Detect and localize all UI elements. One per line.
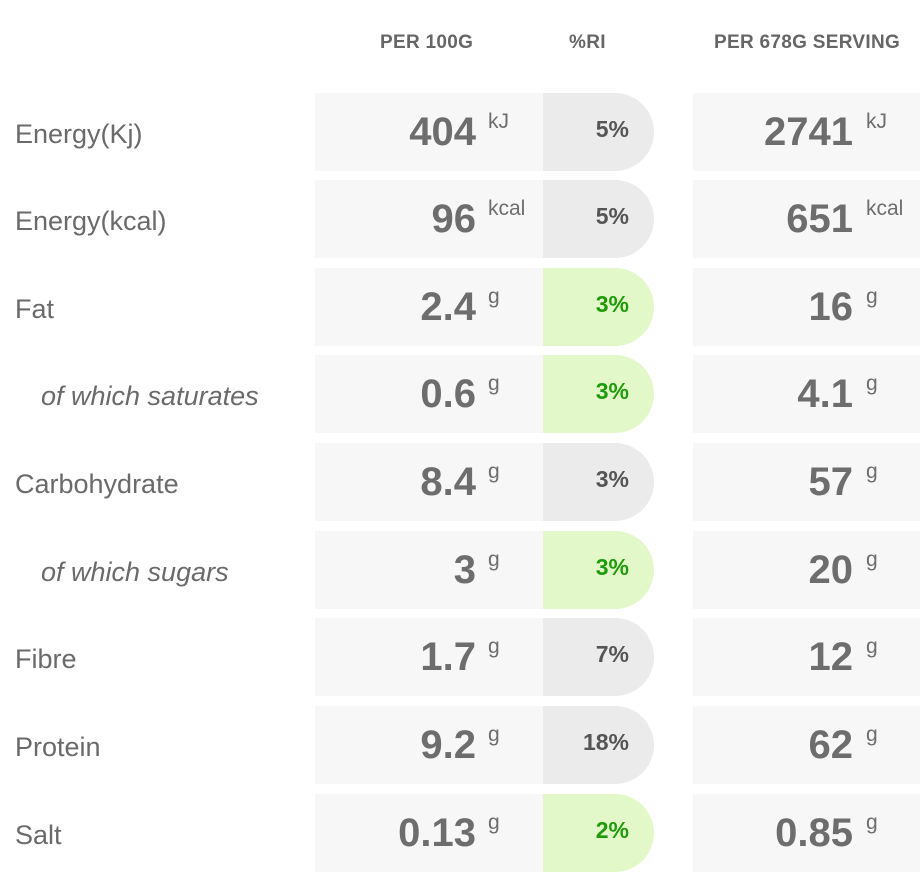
per-100g-value: 2.4 [420, 268, 476, 346]
ri-cell: 5% [543, 93, 654, 171]
per-serving-unit: g [866, 723, 878, 747]
ri-cell: 3% [543, 268, 654, 346]
per-100g-value: 3 [454, 531, 476, 609]
per-serving-value: 12 [809, 618, 854, 696]
per-100g-cell: 3 g [315, 531, 543, 609]
ri-value: 3% [543, 355, 629, 433]
nutrient-label: Salt [15, 794, 62, 872]
per-100g-unit: g [488, 285, 500, 309]
per-100g-unit: g [488, 723, 500, 747]
per-serving-cell: 651 kcal [693, 180, 920, 258]
per-serving-unit: g [866, 811, 878, 835]
header-per-100g: PER 100G [380, 32, 473, 54]
nutrient-label: of which saturates [41, 355, 259, 433]
per-serving-unit: g [866, 372, 878, 396]
table-row: Salt 0.13 g 2% 0.85 g [0, 794, 920, 872]
nutrient-label: Energy(kcal) [15, 180, 167, 258]
ri-value: 3% [543, 443, 629, 521]
ri-value: 18% [543, 706, 629, 784]
per-serving-unit: g [866, 548, 878, 572]
per-serving-cell: 62 g [693, 706, 920, 784]
per-100g-value: 96 [432, 180, 477, 258]
per-100g-cell: 8.4 g [315, 443, 543, 521]
nutrient-label: Fat [15, 268, 54, 346]
per-100g-cell: 2.4 g [315, 268, 543, 346]
per-100g-cell: 0.6 g [315, 355, 543, 433]
per-100g-cell: 9.2 g [315, 706, 543, 784]
per-serving-cell: 20 g [693, 531, 920, 609]
header-ri: %RI [569, 32, 606, 54]
per-100g-unit: g [488, 548, 500, 572]
per-100g-unit: kcal [488, 197, 525, 221]
per-serving-unit: g [866, 285, 878, 309]
per-serving-unit: kcal [866, 197, 903, 221]
nutrient-label: Carbohydrate [15, 443, 179, 521]
per-serving-unit: g [866, 460, 878, 484]
per-100g-value: 8.4 [420, 443, 476, 521]
nutrient-label: of which sugars [41, 531, 229, 609]
per-100g-cell: 1.7 g [315, 618, 543, 696]
ri-value: 7% [543, 618, 629, 696]
ri-cell: 18% [543, 706, 654, 784]
ri-cell: 3% [543, 531, 654, 609]
per-100g-cell: 404 kJ [315, 93, 543, 171]
per-100g-value: 9.2 [420, 706, 476, 784]
table-row: Protein 9.2 g 18% 62 g [0, 706, 920, 784]
nutrient-label: Protein [15, 706, 101, 784]
per-serving-value: 2741 [764, 93, 853, 171]
ri-cell: 3% [543, 355, 654, 433]
ri-cell: 3% [543, 443, 654, 521]
nutrient-label: Fibre [15, 618, 77, 696]
ri-cell: 5% [543, 180, 654, 258]
per-serving-value: 57 [809, 443, 854, 521]
per-100g-value: 1.7 [420, 618, 476, 696]
per-serving-value: 0.85 [775, 794, 853, 872]
table-row: Energy(kcal) 96 kcal 5% 651 kcal [0, 180, 920, 258]
ri-value: 5% [543, 93, 629, 171]
per-100g-unit: g [488, 811, 500, 835]
per-serving-value: 16 [809, 268, 854, 346]
per-serving-cell: 57 g [693, 443, 920, 521]
per-serving-value: 20 [809, 531, 854, 609]
per-serving-unit: g [866, 635, 878, 659]
ri-cell: 2% [543, 794, 654, 872]
per-100g-cell: 0.13 g [315, 794, 543, 872]
per-100g-value: 404 [409, 93, 476, 171]
per-100g-cell: 96 kcal [315, 180, 543, 258]
table-row: of which sugars 3 g 3% 20 g [0, 531, 920, 609]
ri-value: 3% [543, 531, 629, 609]
per-serving-value: 4.1 [797, 355, 853, 433]
per-serving-cell: 12 g [693, 618, 920, 696]
ri-value: 2% [543, 794, 629, 872]
ri-value: 5% [543, 180, 629, 258]
per-serving-value: 62 [809, 706, 854, 784]
table-row: Fat 2.4 g 3% 16 g [0, 268, 920, 346]
per-serving-unit: kJ [866, 110, 887, 134]
table-header: PER 100G %RI PER 678G SERVING [0, 32, 920, 56]
table-row: of which saturates 0.6 g 3% 4.1 g [0, 355, 920, 433]
per-100g-unit: g [488, 635, 500, 659]
table-row: Fibre 1.7 g 7% 12 g [0, 618, 920, 696]
per-serving-cell: 4.1 g [693, 355, 920, 433]
ri-cell: 7% [543, 618, 654, 696]
per-100g-unit: g [488, 460, 500, 484]
per-100g-unit: g [488, 372, 500, 396]
table-row: Energy(Kj) 404 kJ 5% 2741 kJ [0, 93, 920, 171]
per-serving-cell: 2741 kJ [693, 93, 920, 171]
per-100g-value: 0.6 [420, 355, 476, 433]
per-serving-value: 651 [786, 180, 853, 258]
per-serving-cell: 0.85 g [693, 794, 920, 872]
nutrient-label: Energy(Kj) [15, 93, 143, 171]
per-serving-cell: 16 g [693, 268, 920, 346]
per-100g-unit: kJ [488, 110, 509, 134]
ri-value: 3% [543, 268, 629, 346]
header-per-serving: PER 678G SERVING [714, 32, 900, 54]
table-row: Carbohydrate 8.4 g 3% 57 g [0, 443, 920, 521]
per-100g-value: 0.13 [398, 794, 476, 872]
